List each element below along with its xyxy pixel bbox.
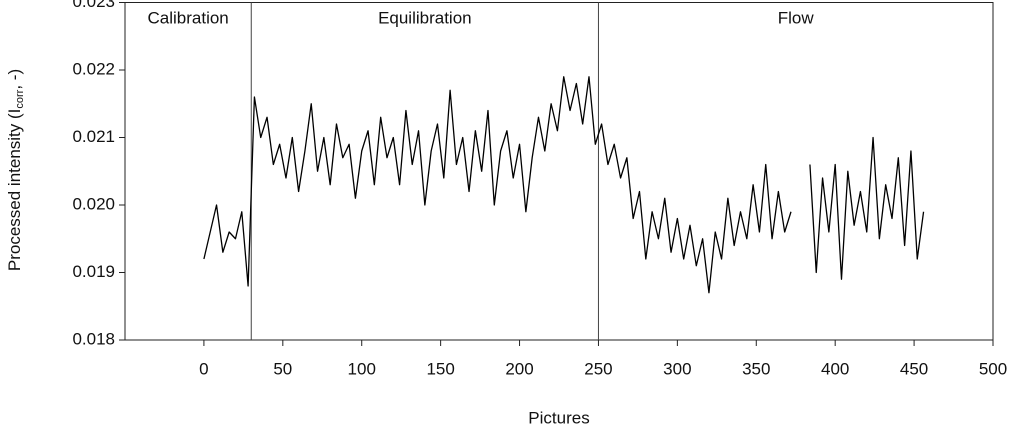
x-tick-label: 100 [348, 359, 376, 378]
x-tick-label: 50 [273, 359, 292, 378]
x-axis-label: Pictures [528, 408, 589, 427]
x-tick-label: 300 [663, 359, 691, 378]
y-tick-label: 0.020 [72, 194, 115, 213]
x-tick-label: 150 [426, 359, 454, 378]
y-axis-label: Processed intensity (Icorr, -) [5, 69, 25, 271]
y-label-text: Processed intensity (I [5, 109, 24, 272]
region-label: Flow [778, 8, 815, 27]
x-tick-label: 200 [505, 359, 533, 378]
y-tick-label: 0.018 [72, 329, 115, 348]
y-tick-label: 0.019 [72, 262, 115, 281]
y-label-subscript: corr [14, 89, 26, 108]
x-tick-label: 350 [742, 359, 770, 378]
x-tick-label: 0 [199, 359, 208, 378]
plot-frame [124, 2, 994, 341]
y-tick-label: 0.021 [72, 127, 115, 146]
region-label: Equilibration [378, 8, 472, 27]
x-tick-label: 250 [584, 359, 612, 378]
y-tick-label: 0.022 [72, 59, 115, 78]
y-tick-label: 0.023 [72, 0, 115, 11]
region-label: Calibration [147, 8, 228, 27]
x-tick-label: 400 [821, 359, 849, 378]
x-tick-label: 500 [979, 359, 1007, 378]
x-tick-label: 450 [900, 359, 928, 378]
data-line [203, 76, 925, 294]
y-label-text: , -) [5, 69, 24, 90]
